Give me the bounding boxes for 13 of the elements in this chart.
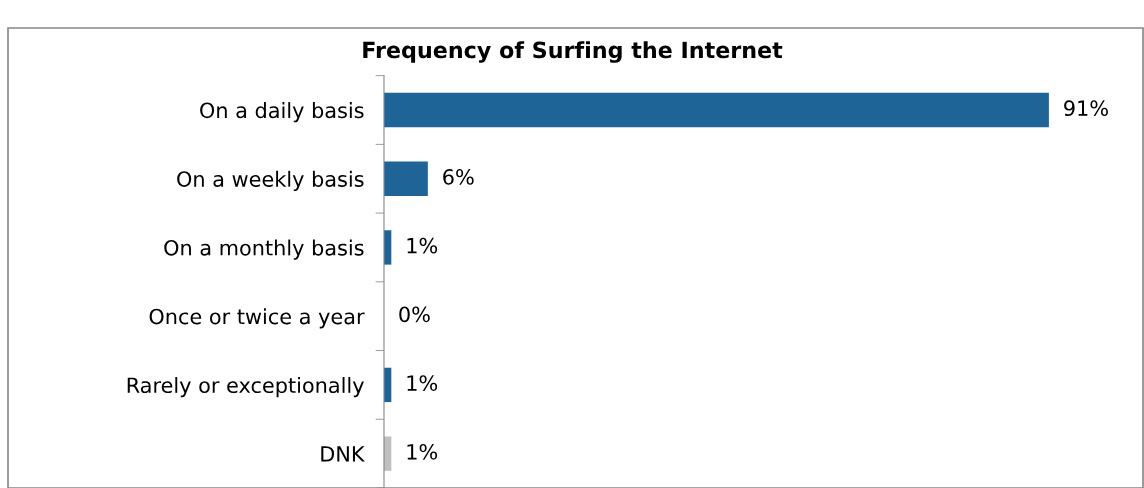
y-tick-label: On a weekly basis: [177, 170, 364, 191]
y-tick-label: Once or twice a year: [149, 308, 365, 329]
data-label: 1%: [407, 443, 438, 460]
y-tick-label: On a daily basis: [200, 102, 364, 123]
data-label: 91%: [1064, 100, 1108, 117]
y-tick-label: DNK: [321, 446, 365, 462]
data-label: 0%: [399, 306, 430, 323]
y-tick-label: On a monthly basis: [164, 239, 364, 260]
data-label: 6%: [443, 169, 474, 185]
data-label: 1%: [407, 237, 438, 254]
data-label: 1%: [407, 375, 438, 391]
y-tick-label: Rarely or exceptionally: [127, 376, 364, 398]
chart-title: Frequency of Surfing the Internet: [363, 41, 783, 63]
